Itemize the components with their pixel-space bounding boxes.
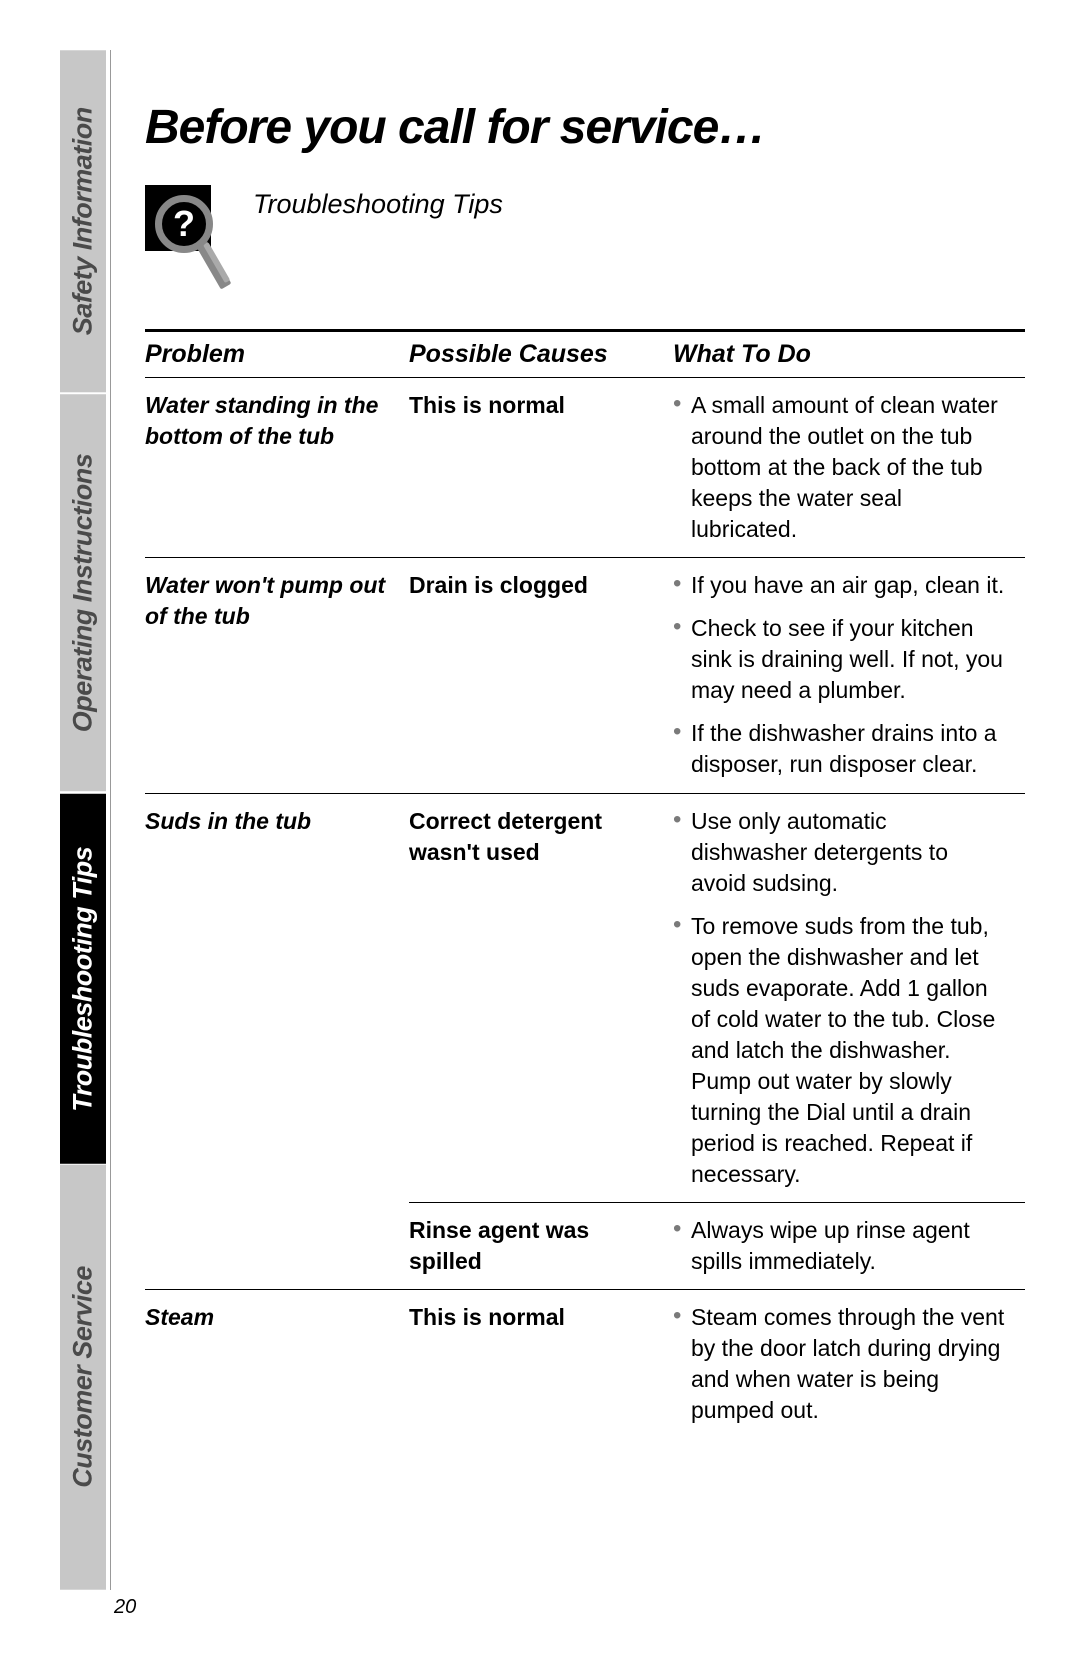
todo-cell: A small amount of clean water around the…	[673, 378, 1025, 558]
table-row: Suds in the tubCorrect detergent wasn't …	[145, 793, 1025, 1203]
cause-cell: This is normal	[409, 378, 673, 558]
troubleshooting-table: Problem Possible Causes What To Do Water…	[145, 329, 1025, 1438]
todo-item: If the dishwasher drains into a disposer…	[673, 718, 1007, 780]
todo-item: Steam comes through the vent by the door…	[673, 1302, 1007, 1426]
problem-cell: Suds in the tub	[145, 793, 409, 1203]
table-row: Rinse agent was spilledAlways wipe up ri…	[145, 1203, 1025, 1290]
sidebar-tab-operating-instructions[interactable]: Operating Instructions	[60, 394, 106, 791]
cause-cell: Correct detergent wasn't used	[409, 793, 673, 1203]
todo-cell: Use only automatic dishwasher detergents…	[673, 793, 1025, 1203]
problem-cell: Water standing in the bottom of the tub	[145, 378, 409, 558]
problem-cell	[145, 1203, 409, 1290]
table-row: Water standing in the bottom of the tubT…	[145, 378, 1025, 558]
problem-cell: Water won't pump out of the tub	[145, 558, 409, 793]
page-content: Before you call for service… ? Troublesh…	[145, 50, 1025, 1438]
todo-cell: If you have an air gap, clean it. Check t…	[673, 558, 1025, 793]
col-todo: What To Do	[673, 331, 1025, 378]
todo-cell: Steam comes through the vent by the door…	[673, 1290, 1025, 1439]
todo-item: To remove suds from the tub, open the di…	[673, 911, 1007, 1190]
todo-cell: Always wipe up rinse agent spills immedi…	[673, 1203, 1025, 1290]
todo-item: If you have an air gap, clean it.	[673, 570, 1007, 601]
cause-cell: Rinse agent was spilled	[409, 1203, 673, 1290]
sidebar-tab-safety-information[interactable]: Safety Information	[60, 50, 106, 392]
todo-item: Use only automatic dishwasher detergents…	[673, 806, 1007, 899]
page-number: 20	[114, 1596, 136, 1619]
sidebar-tabs: Safety InformationOperating Instructions…	[60, 50, 106, 1590]
todo-item: Check to see if your kitchen sink is dra…	[673, 613, 1007, 706]
sidebar-tab-customer-service[interactable]: Customer Service	[60, 1165, 106, 1590]
todo-item: Always wipe up rinse agent spills immedi…	[673, 1215, 1007, 1277]
sidebar-tab-troubleshooting-tips[interactable]: Troubleshooting Tips	[60, 794, 106, 1164]
problem-cell: Steam	[145, 1290, 409, 1439]
col-causes: Possible Causes	[409, 331, 673, 378]
cause-cell: This is normal	[409, 1290, 673, 1439]
cause-cell: Drain is clogged	[409, 558, 673, 793]
col-problem: Problem	[145, 331, 409, 378]
table-row: Water won't pump out of the tubDrain is …	[145, 558, 1025, 793]
magnifier-question-icon: ?	[145, 185, 235, 293]
table-row: SteamThis is normalSteam comes through t…	[145, 1290, 1025, 1439]
subtitle-row: ? Troubleshooting Tips	[145, 185, 1025, 293]
todo-item: A small amount of clean water around the…	[673, 390, 1007, 545]
table-header-row: Problem Possible Causes What To Do	[145, 331, 1025, 378]
subtitle: Troubleshooting Tips	[253, 185, 503, 220]
page-title: Before you call for service…	[145, 100, 1025, 155]
vertical-rule	[110, 50, 111, 1590]
